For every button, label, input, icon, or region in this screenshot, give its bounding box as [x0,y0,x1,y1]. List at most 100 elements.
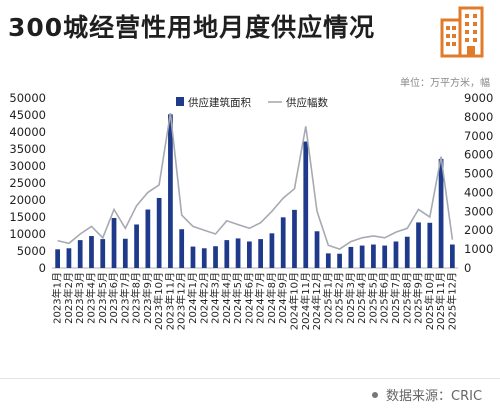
bar [224,240,230,268]
x-tick-label: 2025年7月 [389,272,402,324]
bar [201,248,207,268]
x-tick-label: 2023年2月 [62,272,75,324]
unit-label: 单位：万平方米，幅 [400,78,490,89]
bar [213,246,218,268]
bar [382,245,388,268]
bar [258,239,264,268]
y-left-tick-label: 20000 [9,193,46,207]
bar [122,238,128,268]
y-left-tick-label: 50000 [9,91,46,105]
x-tick-label: 2024年10月 [287,272,300,330]
bar [359,245,365,268]
y-right-tick-label: 0 [464,261,471,275]
x-tick-label: 2023年9月 [141,272,154,324]
x-tick-label: 2024年3月 [209,272,222,324]
legend-bar-swatch [176,97,184,106]
bar [314,231,320,268]
y-right-tick-label: 8000 [464,110,493,124]
x-tick-label: 2025年4月 [355,272,368,324]
x-tick-label: 2025年1月 [321,272,334,324]
bar [89,236,94,268]
x-tick-label: 2024年12月 [310,272,323,330]
footer-divider [0,378,500,379]
y-left-tick-label: 10000 [9,227,46,241]
x-tick-label: 2024年1月 [186,272,199,324]
source-label: 数据来源：CRIC [386,389,483,404]
line-series [57,112,454,250]
bar [66,248,72,268]
x-tick-label: 2023年7月 [118,272,131,324]
x-tick-label: 2024年2月 [197,272,210,324]
y-right-tick-label: 5000 [464,167,493,181]
supply-chart: 0500010000150002000025000300003500040000… [9,91,493,330]
bar [246,241,252,268]
y-right-tick-label: 9000 [464,91,493,105]
legend-bar-label: 供应建筑面积 [188,96,251,109]
y-left-tick-label: 15000 [9,210,46,224]
bar [179,229,185,268]
footer-dot-icon [372,392,378,398]
bar [393,241,399,268]
bar [427,222,433,268]
x-tick-label: 2025年10月 [423,272,436,330]
y-left-tick-label: 45000 [9,108,46,122]
bar [145,209,151,268]
bar [337,253,342,268]
x-tick-label: 2025年2月 [333,272,346,324]
legend-line-label: 供应幅数 [286,96,328,109]
y-right-tick-label: 7000 [464,129,493,143]
bar [303,141,309,268]
bar [280,217,286,268]
building-logo-icon [440,6,484,58]
x-tick-label: 2025年11月 [434,272,447,330]
bar [168,114,173,268]
x-tick-label: 2025年9月 [412,272,425,324]
bar [292,209,297,268]
x-tick-label: 2023年12月 [175,272,188,330]
x-tick-label: 2024年5月 [231,272,244,324]
y-left-tick-label: 25000 [9,176,46,190]
x-tick-label: 2025年6月 [378,272,391,324]
bar [325,253,331,268]
bar [404,236,410,268]
y-left-tick-label: 40000 [9,125,46,139]
y-right-tick-label: 4000 [464,185,493,199]
page-title: 300城经营性用地月度供应情况 [8,13,376,42]
bar [348,246,354,268]
bar [190,246,196,268]
x-tick-label: 2024年8月 [265,272,278,324]
bar [416,222,421,268]
bar [449,244,455,268]
x-tick-label: 2023年6月 [107,272,120,324]
x-tick-label: 2023年3月 [73,272,86,324]
y-right-tick-label: 2000 [464,223,493,237]
x-tick-label: 2023年8月 [130,272,143,324]
bar [269,233,275,268]
y-left-tick-label: 30000 [9,159,46,173]
y-left-tick-label: 35000 [9,142,46,156]
bar [438,158,444,268]
bar [134,224,139,268]
bar [111,218,117,268]
x-tick-label: 2023年11月 [163,272,176,330]
bar [156,197,162,268]
y-left-tick-label: 0 [39,261,46,275]
x-tick-label: 2025年5月 [366,272,379,324]
x-tick-label: 2025年12月 [445,272,458,330]
bar [100,239,106,268]
x-tick-label: 2023年4月 [84,272,97,324]
x-tick-label: 2024年4月 [220,272,233,324]
x-tick-label: 2023年1月 [51,272,64,324]
y-right-tick-label: 1000 [464,242,493,256]
x-tick-label: 2023年5月 [96,272,109,324]
x-tick-label: 2023年10月 [152,272,165,330]
y-right-tick-label: 3000 [464,204,493,218]
x-tick-label: 2024年11月 [299,272,312,330]
x-tick-label: 2025年8月 [400,272,413,324]
bar [77,240,83,268]
x-tick-label: 2024年9月 [276,272,289,324]
y-left-tick-label: 5000 [17,244,46,258]
x-tick-label: 2024年6月 [242,272,255,324]
bar [235,238,241,268]
y-right-tick-label: 6000 [464,148,493,162]
